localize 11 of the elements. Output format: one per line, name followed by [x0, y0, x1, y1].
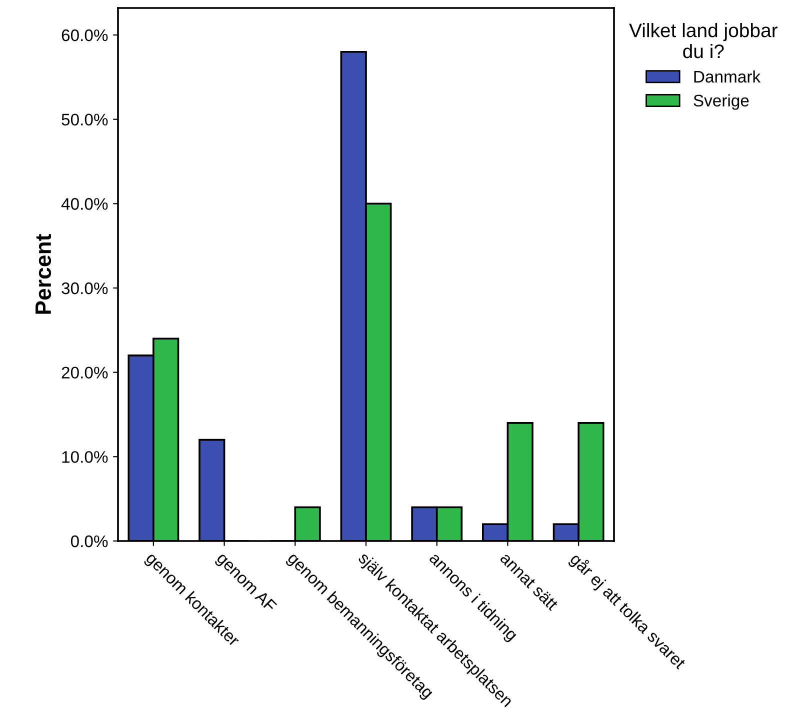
y-tick-label: 50.0% [62, 114, 108, 126]
y-tick-label: 30.0% [62, 282, 108, 294]
legend-title: Vilket land jobbar du i? [629, 23, 778, 58]
y-tick-label: 0.0% [70, 535, 108, 548]
y-tick-label: 20.0% [62, 366, 108, 379]
y-axis-title: Percent [36, 234, 52, 314]
legend-label: Sverige [694, 94, 749, 110]
y-tick-label: 60.0% [62, 29, 108, 42]
y-tick-label: 40.0% [61, 198, 108, 210]
y-tick-label: 10.0% [62, 451, 108, 463]
legend-label: Danmark [694, 70, 761, 83]
